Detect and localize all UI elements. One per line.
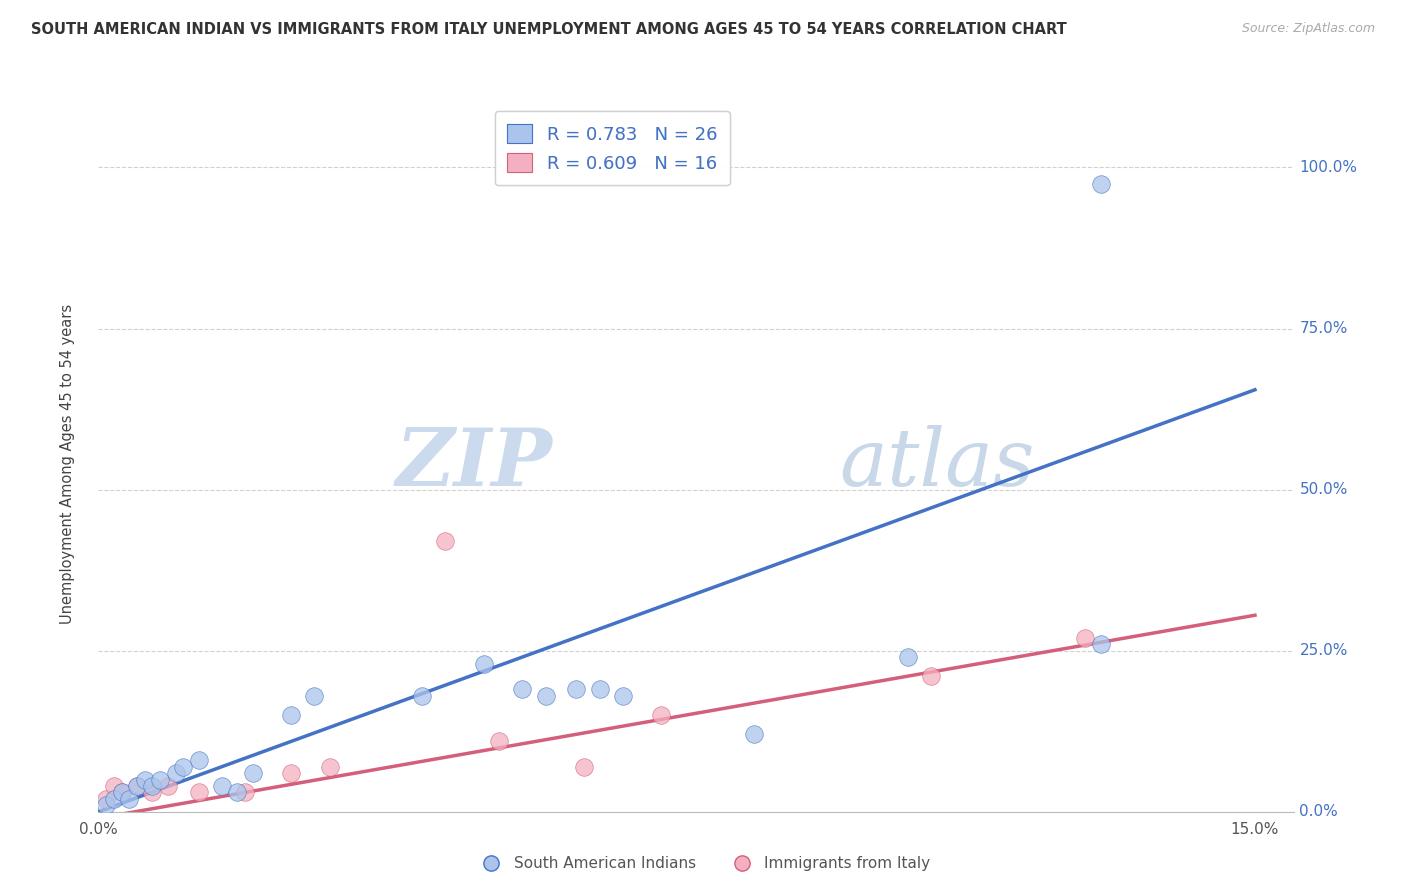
Point xyxy=(110,785,132,799)
Text: atlas: atlas xyxy=(839,425,1035,502)
Point xyxy=(118,792,141,806)
Text: 50.0%: 50.0% xyxy=(1299,482,1348,497)
Point xyxy=(512,682,534,697)
Point xyxy=(280,708,302,723)
Point xyxy=(1090,177,1112,191)
Text: 100.0%: 100.0% xyxy=(1299,160,1358,175)
Point xyxy=(304,689,326,703)
Point xyxy=(650,708,672,723)
Point xyxy=(103,779,125,793)
Point xyxy=(565,682,588,697)
Point xyxy=(94,798,117,813)
Point xyxy=(134,772,156,787)
Point xyxy=(1090,637,1112,651)
Point xyxy=(742,727,765,741)
Text: 0.0%: 0.0% xyxy=(1299,805,1339,819)
Point xyxy=(411,689,433,703)
Point xyxy=(233,785,256,799)
Point xyxy=(172,759,194,773)
Text: ZIP: ZIP xyxy=(395,425,553,502)
Point xyxy=(165,766,187,780)
Point xyxy=(588,682,610,697)
Point xyxy=(125,779,148,793)
Text: 75.0%: 75.0% xyxy=(1299,321,1348,336)
Point xyxy=(141,779,163,793)
Point xyxy=(141,785,163,799)
Point xyxy=(187,785,209,799)
Text: SOUTH AMERICAN INDIAN VS IMMIGRANTS FROM ITALY UNEMPLOYMENT AMONG AGES 45 TO 54 : SOUTH AMERICAN INDIAN VS IMMIGRANTS FROM… xyxy=(31,22,1067,37)
Point xyxy=(920,669,942,683)
Point xyxy=(319,759,342,773)
Point xyxy=(897,650,920,665)
Point xyxy=(488,734,510,748)
Point xyxy=(534,689,557,703)
Point xyxy=(103,792,125,806)
Point xyxy=(242,766,264,780)
Point xyxy=(572,759,595,773)
Point xyxy=(211,779,233,793)
Point xyxy=(472,657,495,671)
Legend: R = 0.783   N = 26, R = 0.609   N = 16: R = 0.783 N = 26, R = 0.609 N = 16 xyxy=(495,112,730,186)
Point xyxy=(110,785,132,799)
Point xyxy=(149,772,172,787)
Point xyxy=(280,766,302,780)
Text: Source: ZipAtlas.com: Source: ZipAtlas.com xyxy=(1241,22,1375,36)
Y-axis label: Unemployment Among Ages 45 to 54 years: Unemployment Among Ages 45 to 54 years xyxy=(60,304,75,624)
Point xyxy=(434,534,457,549)
Point xyxy=(94,792,117,806)
Point xyxy=(187,753,209,767)
Point xyxy=(156,779,179,793)
Point xyxy=(1074,631,1097,645)
Point xyxy=(612,689,634,703)
Legend: South American Indians, Immigrants from Italy: South American Indians, Immigrants from … xyxy=(470,850,936,877)
Point xyxy=(125,779,148,793)
Point xyxy=(226,785,249,799)
Text: 25.0%: 25.0% xyxy=(1299,643,1348,658)
